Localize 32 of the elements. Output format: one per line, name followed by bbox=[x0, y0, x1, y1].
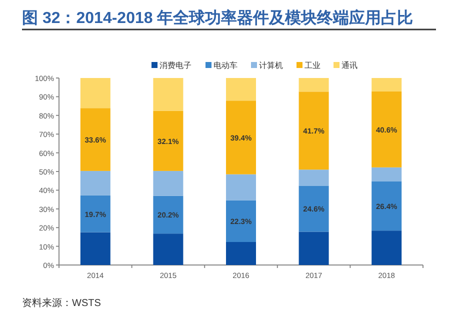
chart-title: 图 32：2014-2018 年全球功率器件及模块终端应用占比 bbox=[22, 8, 414, 27]
bar bbox=[80, 195, 110, 232]
bar bbox=[153, 78, 184, 111]
bar bbox=[372, 230, 402, 265]
legend-label: 工业 bbox=[304, 61, 320, 70]
bar bbox=[298, 92, 329, 170]
bar bbox=[226, 200, 256, 242]
bar bbox=[226, 242, 256, 265]
bar bbox=[298, 186, 329, 232]
legend-label: 电动车 bbox=[214, 61, 238, 70]
text: 资料来源：WSTS bbox=[22, 297, 102, 309]
bar bbox=[372, 91, 402, 168]
bar bbox=[80, 78, 110, 108]
bar bbox=[298, 232, 329, 265]
bar bbox=[372, 181, 402, 231]
bar bbox=[372, 78, 402, 92]
legend-label: 计算机 bbox=[259, 61, 283, 70]
bar bbox=[226, 174, 256, 200]
bar bbox=[80, 232, 110, 265]
bar bbox=[153, 196, 184, 234]
legend-label: 消费电子 bbox=[160, 61, 192, 70]
bar bbox=[298, 78, 329, 92]
bar bbox=[153, 170, 184, 196]
bar bbox=[80, 170, 110, 196]
bar bbox=[153, 234, 184, 265]
bar bbox=[80, 108, 110, 171]
bar bbox=[226, 78, 256, 101]
bar bbox=[226, 100, 256, 174]
bar bbox=[153, 110, 184, 171]
bar bbox=[298, 170, 329, 186]
bar bbox=[372, 167, 402, 182]
legend-label: 通讯 bbox=[342, 61, 358, 70]
